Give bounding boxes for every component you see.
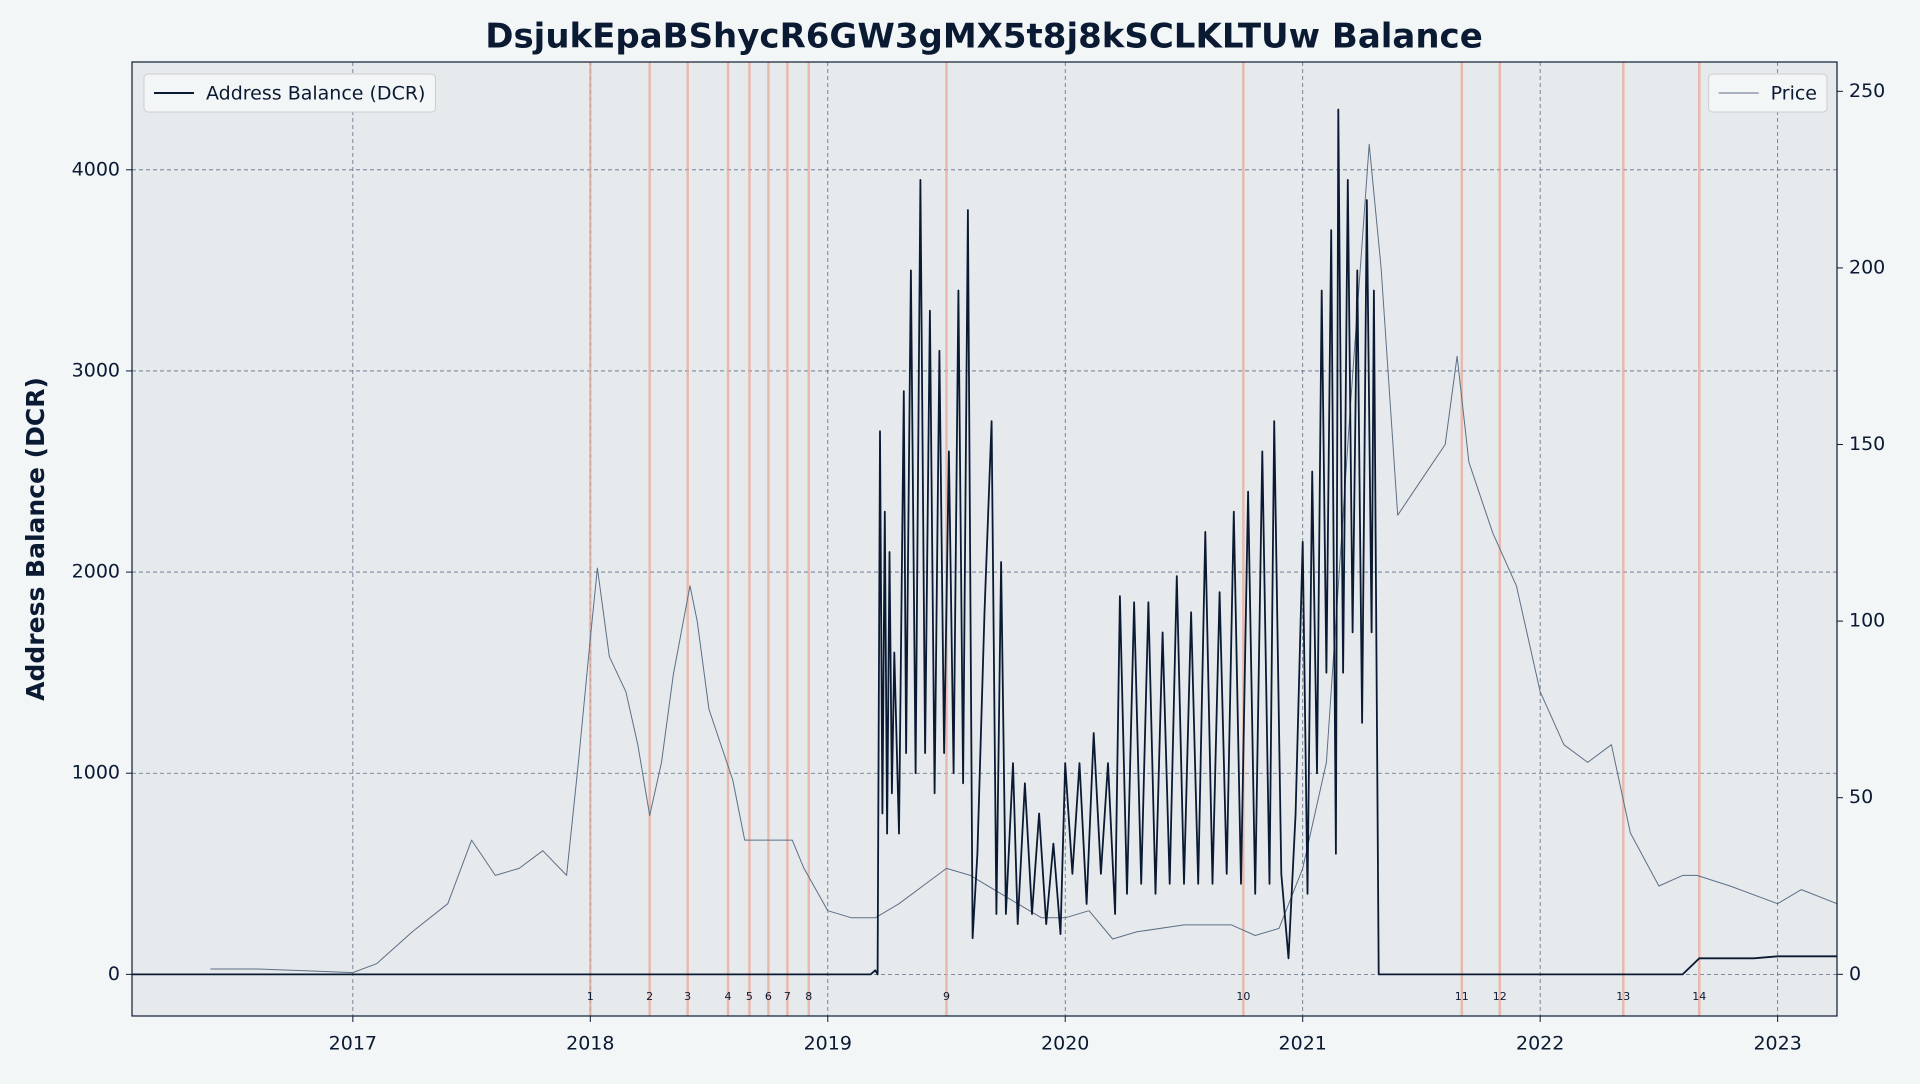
event-label: 5 <box>746 990 753 1003</box>
x-tick-label: 2020 <box>1041 1033 1089 1055</box>
event-label: 11 <box>1455 990 1469 1003</box>
series-line <box>210 143 1838 974</box>
y2-tick-label: 250 <box>1849 80 1885 102</box>
y-axis-label: Address Balance (DCR) <box>21 377 50 701</box>
y2-tick-label: 100 <box>1849 610 1885 632</box>
event-label: 1 <box>587 990 594 1003</box>
legend-label: Address Balance (DCR) <box>206 83 425 105</box>
plot-frame <box>131 61 1838 1017</box>
y-tick-label: 0 <box>108 963 120 985</box>
x-tick-label: 2023 <box>1753 1033 1801 1055</box>
x-tick-label: 2017 <box>329 1033 377 1055</box>
event-label: 2 <box>646 990 653 1003</box>
y-tick-label: 1000 <box>72 762 120 784</box>
y2-tick-label: 150 <box>1849 433 1885 455</box>
event-label: 13 <box>1616 990 1630 1003</box>
x-tick-label: 2021 <box>1279 1033 1327 1055</box>
y-tick-label: 3000 <box>72 359 120 381</box>
event-label: 9 <box>943 990 950 1003</box>
plot-layer: 2017 2018 2019 2020 2021 2022 2023010002000300… <box>72 62 1885 1055</box>
x-tick-label: 2022 <box>1516 1033 1564 1055</box>
y2-tick-label: 0 <box>1849 963 1861 985</box>
event-label: 12 <box>1493 990 1507 1003</box>
legend: Address Balance (DCR) <box>143 73 436 113</box>
x-tick-label: 2018 <box>566 1033 614 1055</box>
legend-label: Price <box>1771 83 1817 105</box>
x-tick-label: 2019 <box>804 1033 852 1055</box>
event-label: 7 <box>784 990 791 1003</box>
chart-title: DsjukEpaBShycR6GW3gMX5t8j8kSCLKLTUw Bala… <box>485 17 1483 57</box>
event-label: 14 <box>1692 990 1706 1003</box>
event-label: 6 <box>765 990 772 1003</box>
legend-box <box>1708 73 1828 113</box>
event-label: 3 <box>684 990 691 1003</box>
y2-tick-label: 200 <box>1849 256 1885 278</box>
legend: Price <box>1708 73 1828 113</box>
event-label: 8 <box>805 990 812 1003</box>
y2-tick-label: 50 <box>1849 786 1873 808</box>
event-label: 10 <box>1236 990 1250 1003</box>
series-line <box>132 108 1837 976</box>
event-label: 4 <box>725 990 732 1003</box>
legend-box <box>143 73 436 113</box>
y-tick-label: 4000 <box>72 158 120 180</box>
plot-area <box>132 62 1837 1016</box>
y-tick-label: 2000 <box>72 561 120 583</box>
